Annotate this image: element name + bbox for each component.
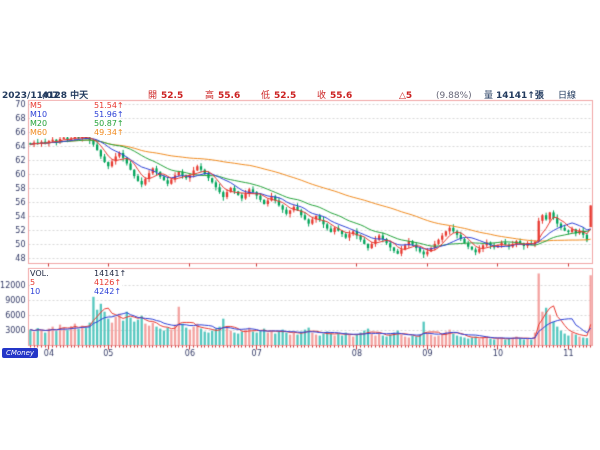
vol-legend-row-total: VOL. 14141↑	[30, 269, 126, 278]
ma20-value: 50.87↑	[94, 119, 124, 128]
volume-label: 量	[484, 91, 494, 101]
ma-legend: M5 51.54↑ M10 51.96↑ M20 50.87↑ M60 49.3…	[30, 101, 124, 137]
ma-legend-row-m60: M60 49.34↑	[30, 128, 124, 137]
vol-legend-row-ma5: 5 4126↑	[30, 278, 122, 287]
close-label: 收	[317, 91, 327, 101]
stock-id-name: 4128 中天	[42, 91, 89, 101]
low-value: 52.5	[274, 91, 297, 101]
ma5-value: 51.54↑	[94, 101, 124, 110]
open-value: 52.5	[161, 91, 184, 101]
period-selector[interactable]: 日線	[558, 91, 577, 101]
vol-legend-row-ma10: 10 4242↑	[30, 287, 122, 296]
ma10-value: 51.96↑	[94, 110, 124, 119]
ma-legend-row-m20: M20 50.87↑	[30, 119, 124, 128]
close-value: 55.6	[330, 91, 353, 101]
cmoney-logo: CMoney	[2, 348, 38, 358]
volume-legend: VOL. 14141↑ 5 4126↑ 10 4242↑	[30, 269, 126, 296]
ma60-value: 49.34↑	[94, 128, 124, 137]
change-value: △5	[399, 91, 413, 101]
ma10-label: M10	[30, 110, 48, 119]
open-label: 開	[148, 91, 158, 101]
vol-ma5-label: 5	[30, 278, 36, 287]
quote-header: 2023/11/07 4128 中天 開 52.5 高 55.6 低 52.5 …	[0, 91, 600, 101]
high-value: 55.6	[218, 91, 241, 101]
ma-legend-row-m5: M5 51.54↑	[30, 101, 124, 110]
change-percent: (9.88%)	[436, 91, 472, 101]
ma20-label: M20	[30, 119, 48, 128]
low-label: 低	[261, 91, 271, 101]
vol-label: VOL.	[30, 269, 49, 278]
vol-ma10-value: 4242↑	[94, 287, 122, 296]
high-label: 高	[205, 91, 215, 101]
volume-value: 14141↑張	[496, 91, 544, 101]
ma-legend-row-m10: M10 51.96↑	[30, 110, 124, 119]
vol-ma10-label: 10	[30, 287, 41, 296]
quote-date: 2023/11/07	[2, 91, 59, 101]
vol-value: 14141↑	[94, 269, 127, 278]
ma60-label: M60	[30, 128, 48, 137]
ma5-label: M5	[30, 101, 42, 110]
vol-ma5-value: 4126↑	[94, 278, 122, 287]
